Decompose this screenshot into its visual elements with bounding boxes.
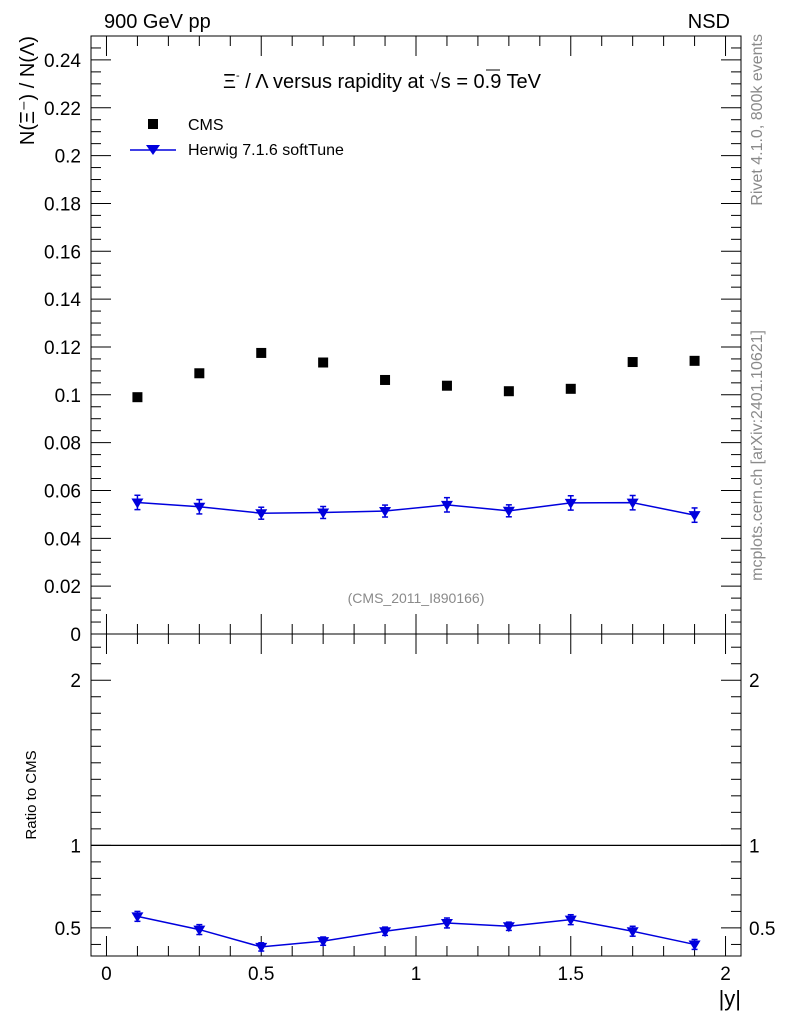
ratio-point	[255, 942, 268, 953]
cms-point	[256, 347, 267, 358]
main-y-tick-label: 0.18	[44, 194, 81, 215]
cms-point	[132, 392, 143, 403]
ratio-tick-labels: 0 0.5 1 1.5 2 0.5 0.5 1 1 2 2	[55, 671, 776, 985]
ratio-point	[564, 915, 577, 926]
main-panel: 0 0.02 0.04 0.06 0.08 0.1 0.12 0.14 0.16 0.18 0.2 0…	[17, 35, 742, 646]
herwig-point	[131, 498, 144, 509]
ratio-y-tick-label: 0.5	[55, 919, 81, 940]
cms-point	[441, 380, 452, 391]
main-y-tick-label: 0.1	[55, 386, 81, 407]
ratio-panel: 0 0.5 1 1.5 2 0.5 0.5 1 1 2 2 Ratio to CMS |y|	[23, 633, 776, 1011]
sqrt-symbol: √	[430, 71, 441, 93]
ratio-point	[626, 927, 639, 938]
herwig-point	[193, 502, 206, 513]
legend-marker-herwig	[146, 145, 160, 155]
header-right: NSD	[688, 11, 730, 33]
ratio-y-ticks	[91, 646, 741, 945]
chart-title: Ξ- / Λ versus rapidity at √s = 0.9 TeV	[223, 70, 542, 93]
x-tick-label: 2	[720, 964, 731, 985]
legend-label-herwig: Herwig 7.1.6 softTune	[188, 142, 344, 159]
ratio-point	[502, 922, 515, 933]
main-y-tick-label: 0.02	[44, 577, 81, 598]
ratio-point	[440, 918, 453, 929]
ratio-point	[317, 937, 330, 948]
analysis-label: (CMS_2011_I890166)	[348, 590, 485, 606]
main-y-ticks	[91, 47, 741, 635]
y-axis-label: N(Ξ⁻) / N(Λ)	[17, 36, 39, 145]
herwig-point	[688, 511, 701, 522]
cms-point	[689, 355, 700, 366]
legend: CMS Herwig 7.1.6 softTune	[130, 117, 344, 159]
cms-point	[194, 368, 205, 379]
main-y-tick-label: 0.12	[44, 338, 81, 359]
cms-point	[503, 386, 514, 397]
ratio-y-tick-label-right: 2	[749, 671, 760, 692]
cms-point	[380, 374, 391, 385]
ratio-point	[379, 927, 392, 938]
main-y-tick-label: 0.06	[44, 481, 81, 502]
main-y-tick-label: 0.22	[44, 99, 81, 120]
side-text-top: Rivet 4.1.0, 800k events	[749, 34, 766, 206]
herwig-point	[379, 507, 392, 518]
cms-point	[318, 357, 329, 368]
herwig-point	[502, 506, 515, 517]
herwig-point	[317, 508, 330, 519]
ratio-point	[131, 912, 144, 923]
legend-marker-cms	[148, 119, 158, 129]
legend-label-cms: CMS	[188, 117, 224, 134]
ratio-y-tick-label-right: 0.5	[749, 919, 775, 940]
herwig-point	[255, 509, 268, 520]
ratio-y-tick-label-right: 1	[749, 836, 760, 857]
ratio-x-ticks	[105, 634, 727, 956]
x-tick-label: 0.5	[248, 964, 274, 985]
x-tick-label: 0	[101, 964, 112, 985]
main-y-tick-label: 0	[70, 625, 81, 646]
ratio-data-marks	[91, 844, 741, 953]
herwig-point	[626, 498, 639, 509]
x-tick-label: 1	[411, 964, 422, 985]
ratio-y-tick-label: 1	[70, 836, 81, 857]
cms-point	[565, 383, 576, 394]
main-x-ticks	[105, 36, 727, 634]
ratio-y-axis-label: Ratio to CMS	[23, 750, 40, 839]
x-tick-label: 1.5	[558, 964, 584, 985]
cms-point	[627, 357, 638, 368]
main-y-tick-label: 0.2	[55, 147, 81, 168]
main-y-tick-label: 0.16	[44, 242, 81, 263]
main-y-tick-labels: 0 0.02 0.04 0.06 0.08 0.1 0.12 0.14 0.16 0.18 0.2 0…	[44, 51, 81, 646]
herwig-line	[137, 501, 695, 516]
ratio-point	[688, 940, 701, 951]
herwig-point	[440, 500, 453, 511]
header-left: 900 GeV pp	[104, 11, 211, 33]
ratio-point	[193, 925, 206, 936]
ratio-line	[137, 915, 695, 948]
ratio-y-tick-label: 2	[70, 671, 81, 692]
main-y-tick-label: 0.24	[44, 51, 81, 72]
main-y-tick-label: 0.04	[44, 529, 81, 550]
herwig-point	[564, 498, 577, 509]
main-y-tick-label: 0.14	[44, 290, 81, 311]
ratio-frame	[90, 633, 742, 957]
main-data-marks	[131, 347, 701, 524]
side-text-bottom: mcplots.cern.ch [arXiv:2401.10621]	[749, 330, 766, 581]
main-y-tick-label: 0.08	[44, 434, 81, 455]
x-axis-label: |y|	[719, 986, 741, 1011]
